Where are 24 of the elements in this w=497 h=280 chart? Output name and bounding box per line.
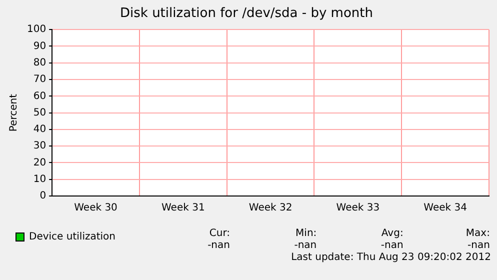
- y-tick-label: 10: [33, 174, 46, 185]
- text: Max: -nan: [464, 228, 490, 252]
- text: Avg: -nan: [380, 228, 404, 252]
- x-tick-label: Week 34: [424, 202, 467, 214]
- legend-label: Device utilization: [29, 232, 116, 243]
- y-tick-label: 70: [33, 74, 46, 86]
- text: Cur: -nan: [206, 228, 230, 252]
- y-tick-label: 90: [33, 40, 46, 52]
- y-tick-label: 0: [40, 190, 46, 202]
- y-axis-title: Percent: [8, 94, 20, 132]
- text: Min: -nan: [293, 228, 317, 252]
- x-tick-label: Week 30: [74, 202, 118, 214]
- y-tick-label: 80: [33, 57, 46, 68]
- text: Last update: Thu Aug 23 09:20:02 2012: [291, 252, 491, 263]
- y-tick-label: 20: [33, 157, 46, 168]
- y-tick-label: 50: [33, 107, 46, 118]
- y-tick-label: 30: [33, 140, 46, 152]
- y-tick-label: 100: [26, 24, 46, 36]
- x-tick-label: Week 31: [162, 202, 205, 214]
- y-tick-label: 60: [33, 90, 46, 102]
- x-tick-label: Week 33: [336, 202, 380, 214]
- y-tick-label: 40: [33, 124, 46, 136]
- chart-title: Disk utilization for /dev/sda - by month: [120, 6, 373, 22]
- x-tick-label: Week 32: [248, 202, 292, 214]
